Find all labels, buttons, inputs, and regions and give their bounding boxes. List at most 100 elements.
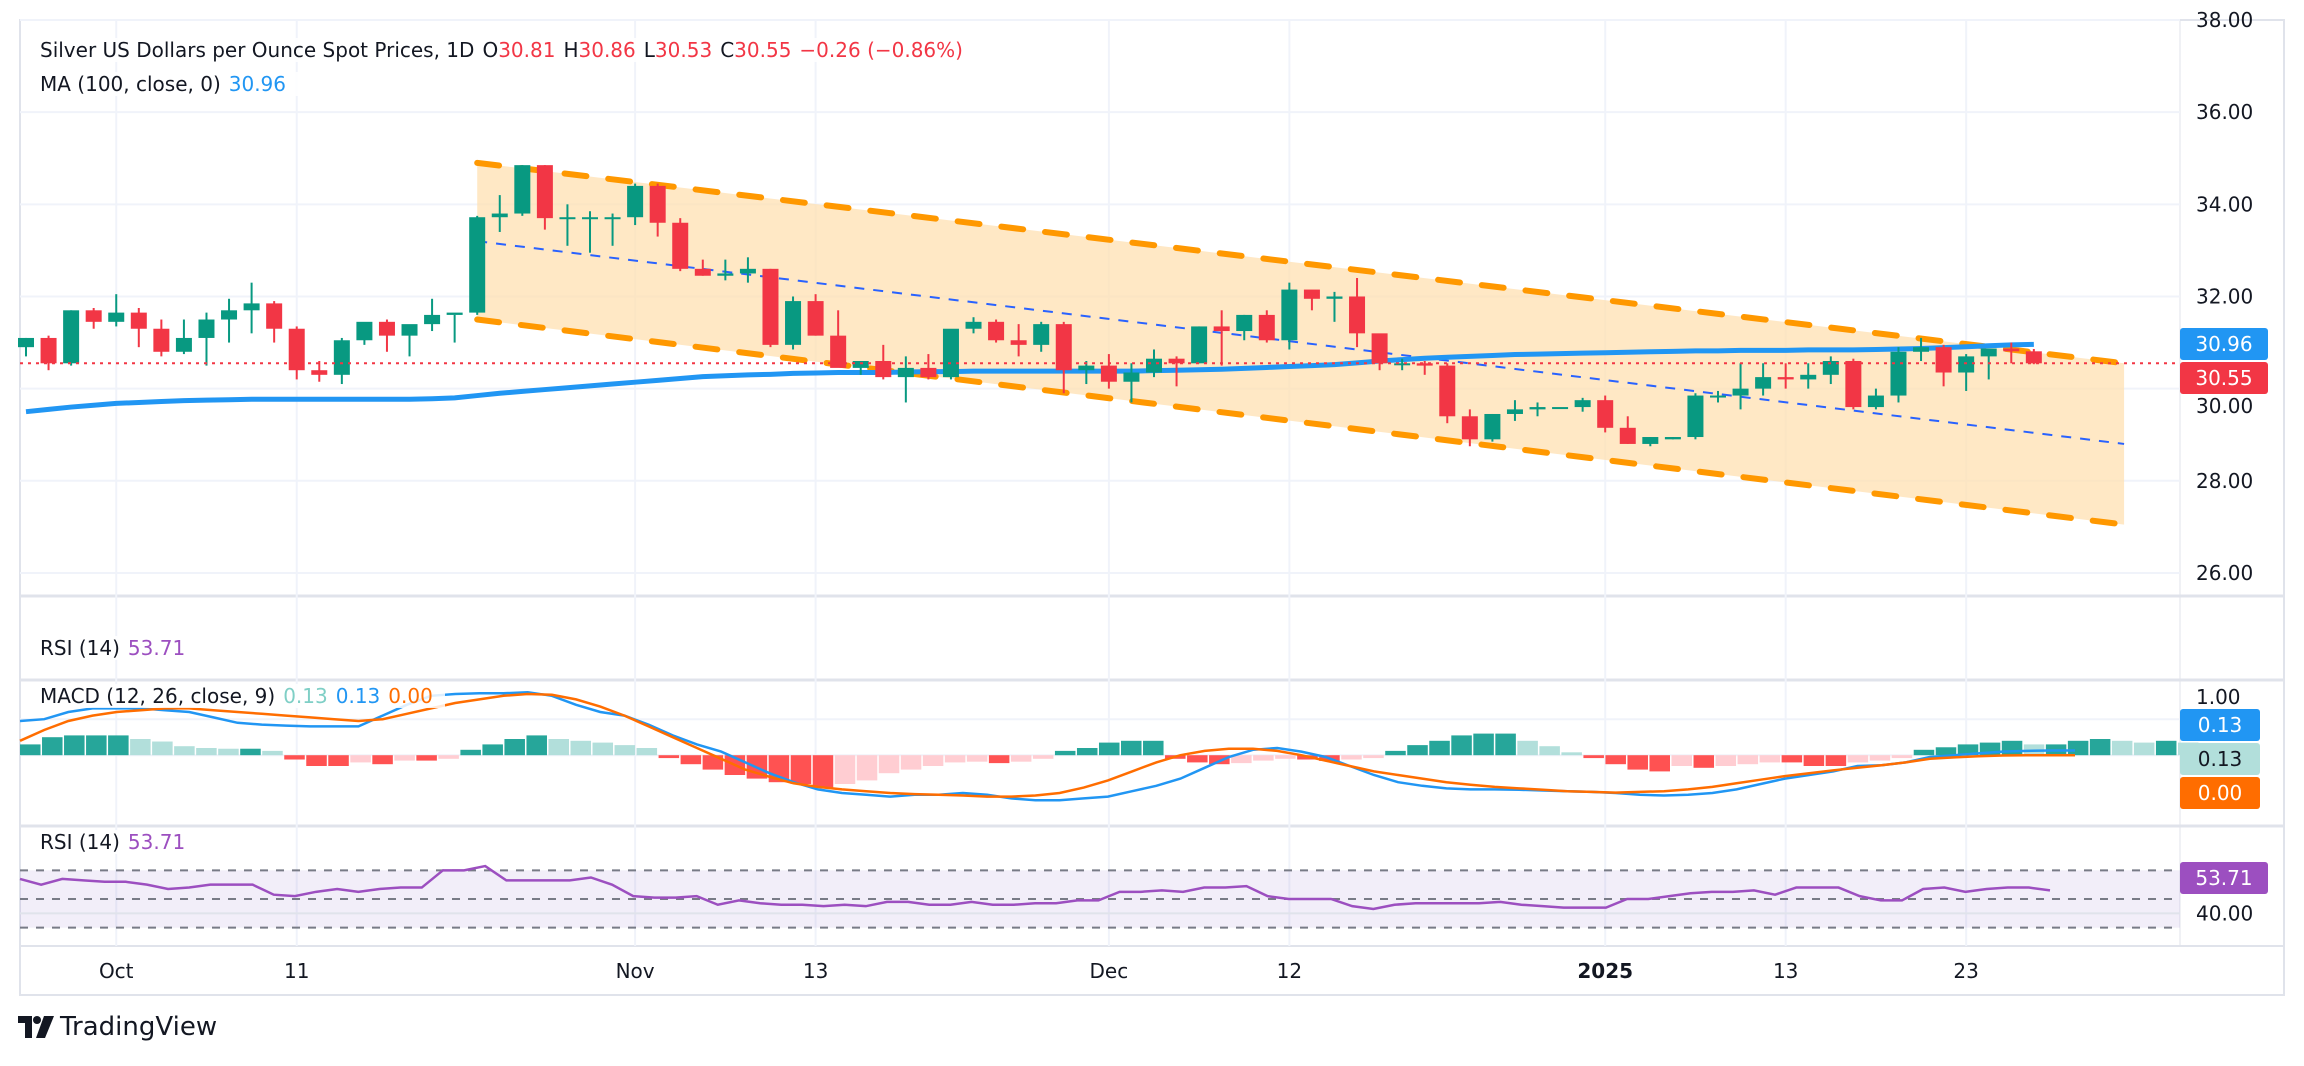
candle-body <box>965 321 982 329</box>
macd-histogram-bar <box>878 755 900 774</box>
macd-value: 0.13 <box>335 684 381 708</box>
candle-body <box>221 310 238 320</box>
macd-histogram-bar <box>394 755 415 761</box>
candle-down <box>378 319 395 352</box>
candle-body <box>378 321 395 336</box>
macd-layer <box>19 690 2221 802</box>
macd-histogram-bar <box>1429 740 1450 756</box>
candle-up <box>965 317 982 334</box>
macd-histogram-bar <box>944 755 966 763</box>
candle-body <box>1439 365 1456 417</box>
candle-up <box>1664 437 1681 440</box>
candle-body <box>130 312 147 329</box>
candle-up <box>63 310 80 366</box>
macd-badge: 0.13 <box>2180 709 2260 741</box>
candle-body <box>920 367 937 378</box>
macd-histogram-bar <box>1781 755 1803 763</box>
macd-histogram-bar <box>108 735 129 756</box>
candle-down <box>1439 363 1456 424</box>
candle-body <box>1619 427 1636 444</box>
time-tick-label: Dec <box>1090 959 1129 983</box>
price-tick-label: 28.00 <box>2196 469 2253 493</box>
macd-histogram-bar <box>1847 755 1869 763</box>
candle-up <box>627 183 644 226</box>
ma100-line <box>25 341 2034 415</box>
candle-up <box>582 211 598 253</box>
high-label: H <box>563 38 579 62</box>
candle-up <box>1687 393 1704 440</box>
candle-body <box>649 185 666 223</box>
macd-histogram-bar <box>526 735 547 756</box>
symbol-title: Silver US Dollars per Ounce Spot Prices,… <box>40 38 475 62</box>
candle-body <box>266 303 283 329</box>
price-axis[interactable]: 26.00 28.00 30.00 32.00 34.00 36.00 38.00 1.00 4… <box>2196 8 2253 925</box>
macd-histogram-bar <box>614 745 636 756</box>
candle-body <box>175 337 192 352</box>
macd-histogram-bar <box>1649 755 1670 772</box>
low-label: L <box>643 38 655 62</box>
tradingview-logo[interactable]: TradingView <box>18 1012 217 1042</box>
candle-body <box>2003 348 2020 352</box>
macd-histogram-bar <box>988 755 1010 764</box>
candle-up <box>18 337 34 357</box>
macd-histogram-bar <box>548 739 569 756</box>
macd-histogram-bar <box>460 749 481 756</box>
price-tick-label: 26.00 <box>2196 561 2253 585</box>
candle-down <box>1777 363 1794 389</box>
candle-down <box>266 301 283 343</box>
macd-histogram-bar <box>1737 755 1759 765</box>
macd-histogram-bar <box>1187 755 1208 763</box>
macd-histogram-bar <box>262 750 283 756</box>
candle-body <box>1146 358 1162 373</box>
candle-body <box>1890 351 1907 396</box>
candle-down <box>830 310 847 368</box>
macd-histogram-bar <box>1495 733 1516 756</box>
macd-histogram-bar <box>592 742 614 756</box>
macd-histogram-bar <box>2155 740 2177 756</box>
candle-up <box>1755 363 1772 396</box>
candle-body <box>627 185 644 218</box>
candle-body <box>1867 395 1884 408</box>
candle-body <box>424 314 441 325</box>
candle-down <box>1349 278 1366 348</box>
open-label: O <box>482 38 499 62</box>
candle-up <box>604 213 621 246</box>
candle-down <box>694 259 711 276</box>
candle-up <box>356 321 373 345</box>
rsi-line <box>19 864 2051 911</box>
candle-down <box>1100 354 1117 389</box>
candle-body <box>739 268 756 274</box>
candle-up <box>1484 413 1501 442</box>
time-axis[interactable]: Oct 11 Nov 13 Dec 12 2025 13 23 <box>99 959 1979 983</box>
candle-body <box>1935 347 1952 373</box>
macd-histogram-bar <box>1935 747 1957 756</box>
candle-body <box>1100 365 1117 382</box>
macd-legend: MACD (12, 26, close, 9) 0.13 0.13 0.00 <box>36 684 445 708</box>
candle-body <box>582 217 598 220</box>
candle-body <box>1461 416 1478 440</box>
candle-body <box>1777 377 1794 380</box>
macd-histogram-bar <box>790 755 812 784</box>
candle-body <box>1033 324 1050 345</box>
close-label: C <box>720 38 735 62</box>
candle-body <box>1845 360 1862 408</box>
macd-histogram-bar <box>20 744 41 756</box>
macd-histogram-bar <box>416 755 437 761</box>
candle-body <box>1371 333 1388 364</box>
candle-body <box>1484 413 1501 440</box>
candle-down <box>288 326 305 380</box>
macd-histogram-bar <box>1803 755 1825 766</box>
candle-body <box>18 337 34 348</box>
macd-histogram-bar <box>328 755 349 766</box>
candle-up <box>446 312 463 343</box>
candle-up <box>1710 390 1726 403</box>
candle-up <box>1642 437 1659 447</box>
candle-body <box>807 301 824 336</box>
candle-body <box>1213 326 1230 332</box>
candle-up <box>942 328 959 380</box>
macd-histogram-bar <box>1869 755 1891 761</box>
candle-up <box>221 298 238 343</box>
candle-body <box>108 312 125 322</box>
candle-body <box>942 328 959 378</box>
